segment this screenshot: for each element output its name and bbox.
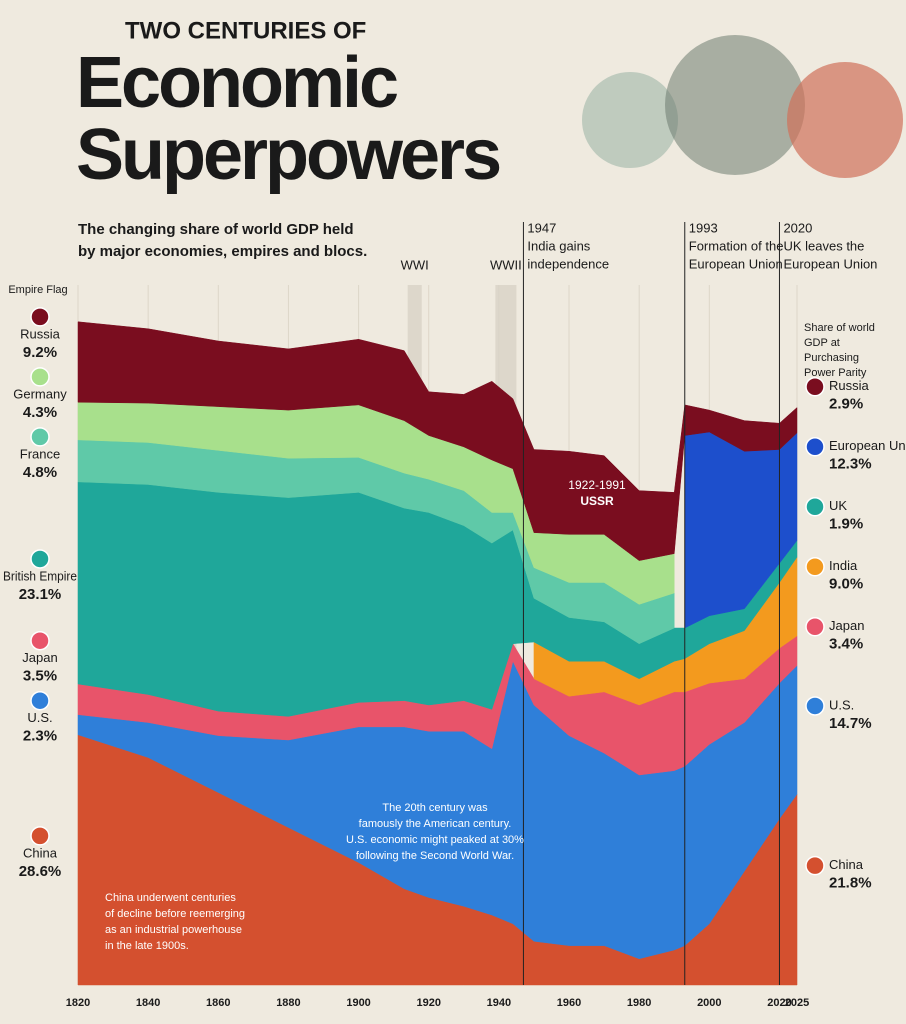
annotation: in the late 1900s. <box>105 940 189 952</box>
x-tick-label: 1960 <box>557 997 581 1009</box>
subtitle: The changing share of world GDP held <box>78 221 354 238</box>
flag <box>805 696 825 716</box>
right-header: Share of world <box>804 322 875 334</box>
value-label: 2.9% <box>829 396 863 413</box>
series-label: European Union <box>829 438 906 453</box>
area <box>77 321 798 561</box>
flag <box>30 549 50 569</box>
flag <box>805 497 825 517</box>
milestone-text: European Union <box>783 256 877 271</box>
x-tick-label: 2000 <box>697 997 721 1009</box>
series-label: Russia <box>829 378 870 393</box>
series-label: Japan <box>22 650 57 665</box>
value-label: 9.2% <box>23 344 57 361</box>
value-label: 14.7% <box>829 715 872 732</box>
series-label: British Empire <box>3 568 77 583</box>
value-label: 28.6% <box>19 863 62 880</box>
x-tick-label: 1920 <box>416 997 440 1009</box>
right-header: Purchasing <box>804 352 859 364</box>
x-tick-label: 1900 <box>346 997 370 1009</box>
series-label: U.S. <box>27 710 52 725</box>
flag <box>805 377 825 397</box>
series-label: Germany <box>13 386 67 401</box>
left-header: Empire Flag <box>8 284 67 296</box>
value-label: 3.4% <box>829 636 863 653</box>
value-label: 2.3% <box>23 728 57 745</box>
milestone-year: 2020 <box>783 220 812 235</box>
value-label: 4.8% <box>23 464 57 481</box>
x-tick-label: 1980 <box>627 997 651 1009</box>
flag <box>30 630 50 651</box>
x-tick-label: 2025 <box>785 997 809 1009</box>
annotation: U.S. economic might peaked at 30% <box>346 834 524 846</box>
annotation: China underwent centuries <box>105 892 236 904</box>
milestone-text: European Union <box>689 256 783 271</box>
series-label: India <box>829 558 858 573</box>
annotation: famously the American century. <box>359 818 512 830</box>
right-header: Power Parity <box>804 367 867 379</box>
flag <box>805 557 825 577</box>
portraits <box>582 35 903 178</box>
event-label: WWI <box>401 257 429 272</box>
flag <box>30 367 50 387</box>
x-tick-label: 1860 <box>206 997 230 1009</box>
value-label: 3.5% <box>23 668 57 685</box>
flag <box>805 855 825 876</box>
annotation: USSR <box>580 494 614 508</box>
value-label: 4.3% <box>23 404 57 421</box>
annotation: as an industrial powerhouse <box>105 924 242 936</box>
flag <box>30 427 50 447</box>
annotation: The 20th century was <box>382 802 488 814</box>
series-label: France <box>20 446 60 461</box>
title: Superpowers <box>76 115 500 195</box>
value-label: 1.9% <box>829 516 863 533</box>
value-label: 21.8% <box>829 875 872 892</box>
x-tick-label: 1880 <box>276 997 300 1009</box>
annotation: 1922-1991 <box>568 478 626 492</box>
flag <box>805 437 825 457</box>
flag <box>30 690 50 711</box>
value-label: 12.3% <box>829 456 872 473</box>
x-tick-label: 2020 <box>767 997 791 1009</box>
milestone-text: UK leaves the <box>783 238 864 253</box>
subtitle: by major economies, empires and blocs. <box>78 243 367 260</box>
flag <box>805 617 825 637</box>
milestone-text: independence <box>527 256 609 271</box>
title: Economic <box>76 43 397 123</box>
flag <box>30 307 50 327</box>
series-label: Russia <box>20 326 61 341</box>
series-label: UK <box>829 498 847 513</box>
value-label: 23.1% <box>19 586 62 603</box>
event-label: WWII <box>490 257 522 272</box>
milestone-year: 1947 <box>527 220 556 235</box>
annotation: following the Second World War. <box>356 850 514 862</box>
series-label: China <box>23 845 58 860</box>
right-header: GDP at <box>804 337 840 349</box>
x-tick-label: 1840 <box>136 997 160 1009</box>
series-label: Japan <box>829 618 864 633</box>
x-tick-label: 1940 <box>487 997 511 1009</box>
series-label: U.S. <box>829 697 854 712</box>
milestone-year: 1993 <box>689 220 718 235</box>
value-label: 9.0% <box>829 576 863 593</box>
series-label: China <box>829 857 864 872</box>
flag <box>30 826 50 846</box>
milestone-text: India gains <box>527 238 590 253</box>
annotation: of decline before reemerging <box>105 908 245 920</box>
x-tick-label: 1820 <box>66 997 90 1009</box>
milestone-text: Formation of the <box>689 238 784 253</box>
kicker: TWO CENTURIES OF <box>125 17 366 44</box>
